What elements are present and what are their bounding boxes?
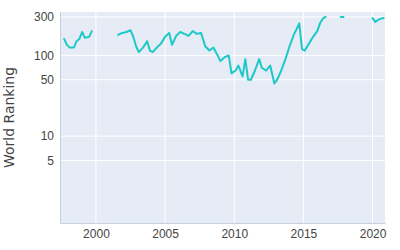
x-tick: 2015	[291, 223, 318, 241]
x-grid-line	[165, 12, 166, 223]
plot: 2000 2005 2010 2015 2020 5 10 50 100 300	[34, 10, 387, 240]
x-grid-line	[234, 12, 235, 223]
x-axis-line	[61, 223, 386, 224]
y-grid-line	[60, 16, 385, 17]
x-tick: 2005	[152, 223, 179, 241]
x-tick-label: 2010	[221, 227, 248, 241]
x-tick-label: 2020	[360, 227, 387, 241]
y-tick: 10	[41, 129, 60, 143]
y-tick-label: 300	[34, 10, 54, 24]
x-tick-label: 2015	[291, 227, 318, 241]
y-tick: 50	[41, 73, 60, 87]
y-grid-line	[60, 79, 385, 80]
y-tick-label: 5	[47, 154, 54, 168]
y-grid-line	[60, 136, 385, 137]
series-group	[64, 17, 383, 84]
x-grid-line	[95, 12, 96, 223]
y-tick-label: 50	[41, 73, 55, 87]
y-grid-line	[60, 55, 385, 56]
x-grid-line	[303, 12, 304, 223]
x-tick-label: 2005	[152, 227, 179, 241]
x-tick: 2020	[360, 223, 387, 241]
y-axis-line	[60, 13, 61, 224]
y-tick: 300	[34, 10, 60, 24]
grid	[60, 12, 385, 223]
y-tick: 5	[47, 154, 60, 168]
y-grid-line	[60, 160, 385, 161]
y-tick: 100	[34, 49, 60, 63]
x-axis: 2000 2005 2010 2015 2020	[61, 223, 387, 241]
y-tick-label: 10	[41, 129, 55, 143]
x-tick: 2000	[83, 223, 110, 241]
chart: 2000 2005 2010 2015 2020 5 10 50 100 300 World Ran…	[0, 0, 400, 250]
y-tick-label: 100	[34, 49, 54, 63]
y-axis: 5 10 50 100 300	[34, 10, 61, 223]
series-line	[64, 17, 383, 84]
x-grid-line	[372, 12, 373, 223]
y-axis-title: World Ranking	[1, 67, 17, 168]
x-tick-label: 2000	[83, 227, 110, 241]
x-tick: 2010	[221, 223, 248, 241]
plot-background	[60, 12, 385, 223]
